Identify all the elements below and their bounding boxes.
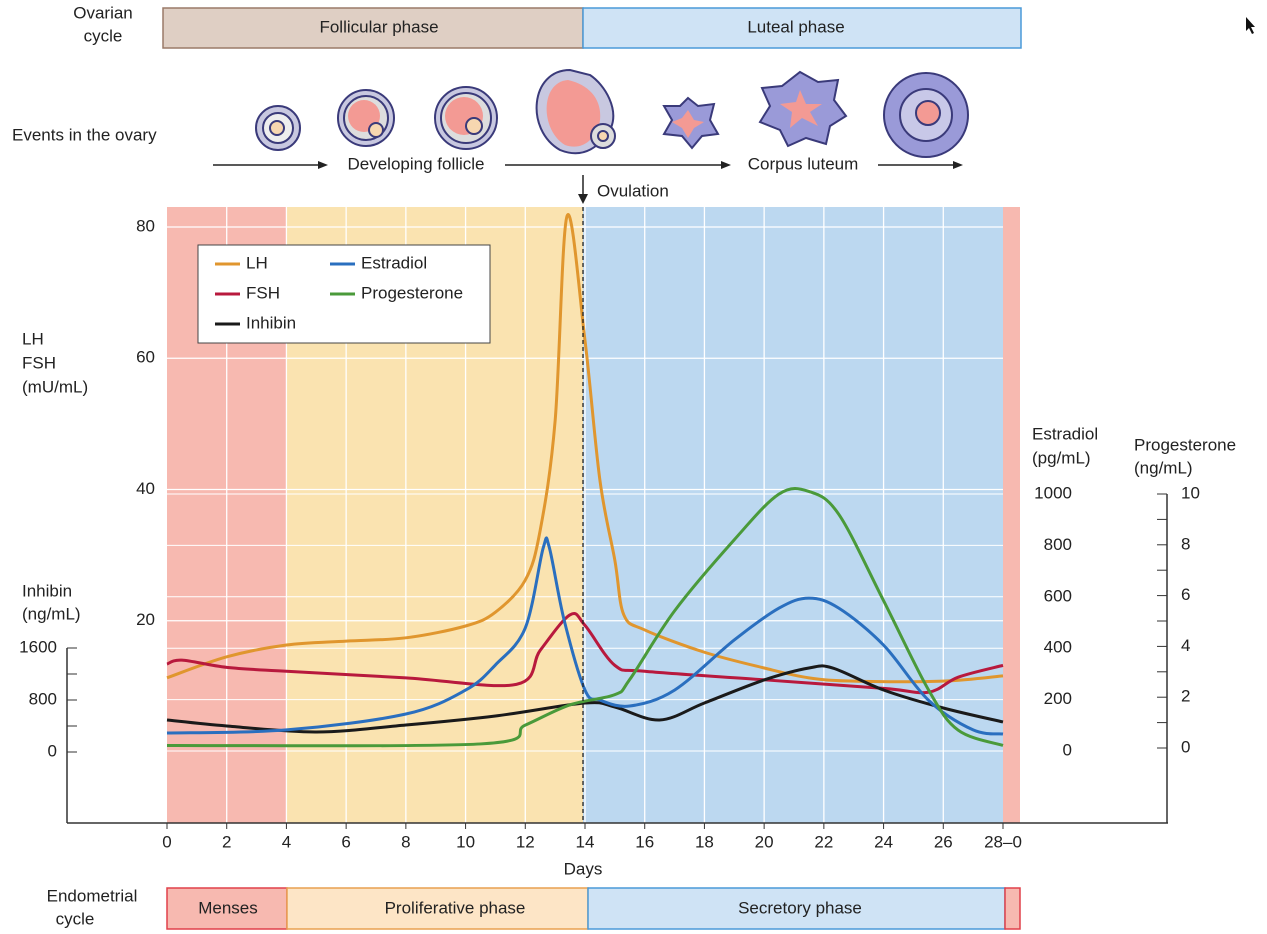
legend-label: Inhibin <box>246 313 296 332</box>
y-label: (mU/mL) <box>22 377 88 396</box>
x-tick-label: 12 <box>516 832 535 851</box>
series-line <box>166 213 1004 684</box>
y2-tick-label: 0 <box>1063 740 1072 759</box>
series-line <box>166 486 1004 748</box>
x-tick-label: 14 <box>576 832 595 851</box>
y4-tick-label: 800 <box>29 689 57 708</box>
secretory-box <box>587 887 1006 930</box>
legend-label: FSH <box>246 283 280 302</box>
y-tick-label: 20 <box>136 610 155 629</box>
y-label: FSH <box>22 353 56 372</box>
y-tick-label: 80 <box>136 216 155 235</box>
phase-label: Secretory phase <box>738 898 862 917</box>
y3-label: Progesterone <box>1134 435 1236 454</box>
y2-tick-label: 600 <box>1044 586 1072 605</box>
event-arrows <box>213 161 963 204</box>
proliferative-box <box>286 887 589 930</box>
y3-tick-label: 8 <box>1181 534 1190 553</box>
x-tick-label: 16 <box>635 832 654 851</box>
ovulation-label: Ovulation <box>597 181 669 200</box>
y4-tick-label: 0 <box>48 741 57 760</box>
y4-label: (ng/mL) <box>22 604 81 623</box>
y-tick-label: 60 <box>136 348 155 367</box>
x-tick-label: 20 <box>755 832 774 851</box>
events-label: Events in the ovary <box>12 125 157 144</box>
phase-label: Proliferative phase <box>385 898 526 917</box>
y4-tick-label: 1600 <box>19 637 57 656</box>
phase-label: Menses <box>198 898 258 917</box>
endometrial-label: Endometrial <box>47 886 138 905</box>
y2-label: (pg/mL) <box>1032 448 1091 467</box>
y2-tick-label: 400 <box>1044 638 1072 657</box>
x-tick-label: 8 <box>401 832 410 851</box>
x-label: Days <box>564 859 603 878</box>
series-line <box>166 612 1004 695</box>
y2-tick-label: 1000 <box>1034 483 1072 502</box>
ovarian-label: cycle <box>84 26 123 45</box>
x-tick-label: 0 <box>162 832 171 851</box>
endometrial-label: cycle <box>56 909 95 928</box>
x-tick-label: 28–0 <box>984 832 1022 851</box>
y3-tick-label: 4 <box>1181 636 1190 655</box>
menses-box <box>1004 887 1021 930</box>
x-tick-label: 2 <box>222 832 231 851</box>
stage-label: Developing follicle <box>347 154 484 173</box>
ovarian-label: Ovarian <box>73 3 133 22</box>
legend-label: Progesterone <box>361 283 463 302</box>
y3-tick-label: 10 <box>1181 483 1200 502</box>
y2-tick-label: 800 <box>1044 535 1072 554</box>
x-tick-label: 6 <box>341 832 350 851</box>
ovary-illustrations <box>255 68 969 158</box>
y-tick-label: 40 <box>136 479 155 498</box>
x-tick-label: 22 <box>814 832 833 851</box>
follicular-box <box>162 7 584 49</box>
stage-label: Corpus luteum <box>748 154 859 173</box>
x-tick-label: 10 <box>456 832 475 851</box>
menses-bg <box>1003 207 1020 823</box>
x-tick-label: 18 <box>695 832 714 851</box>
y2-tick-label: 200 <box>1044 689 1072 708</box>
phase-label: Follicular phase <box>319 17 438 36</box>
phase-label: Luteal phase <box>747 17 844 36</box>
series-line <box>166 664 1004 734</box>
y3-tick-label: 6 <box>1181 585 1190 604</box>
legend-label: Estradiol <box>361 253 427 272</box>
secretory-bg <box>583 207 1003 823</box>
luteal-box <box>582 7 1022 49</box>
y3-label: (ng/mL) <box>1134 458 1193 477</box>
y2-label: Estradiol <box>1032 424 1098 443</box>
cursor <box>1246 17 1255 34</box>
x-tick-label: 26 <box>934 832 953 851</box>
y3-tick-label: 2 <box>1181 687 1190 706</box>
y3-tick-label: 0 <box>1181 737 1190 756</box>
legend-label: LH <box>246 253 268 272</box>
x-tick-label: 4 <box>282 832 291 851</box>
x-tick-label: 24 <box>874 832 893 851</box>
y4-label: Inhibin <box>22 581 72 600</box>
y-label: LH <box>22 329 44 348</box>
menses-box <box>166 887 288 930</box>
